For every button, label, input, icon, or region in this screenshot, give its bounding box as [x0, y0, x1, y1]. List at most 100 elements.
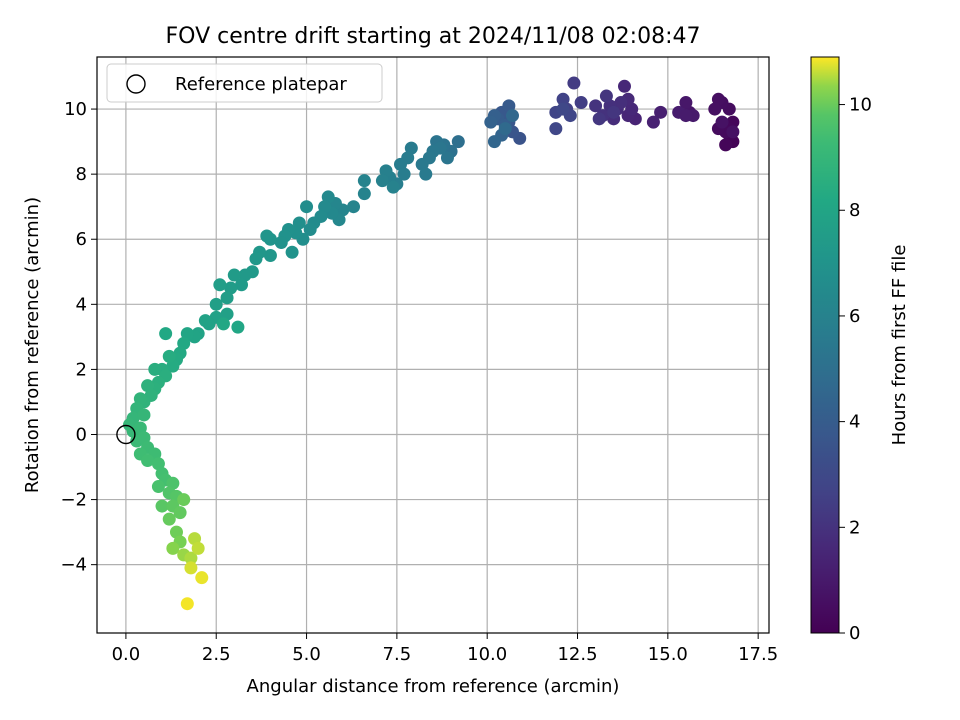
scatter-point — [379, 164, 393, 178]
scatter-point — [549, 122, 563, 136]
scatter-point — [188, 532, 202, 546]
scatter-point — [180, 597, 194, 611]
colorbar-tick-label: 4 — [849, 412, 860, 433]
scatter-point — [726, 125, 740, 139]
y-tick-label: 4 — [76, 294, 87, 315]
x-tick-label: 7.5 — [383, 644, 412, 665]
scatter-point — [285, 245, 299, 259]
y-axis-label: Rotation from reference (arcmin) — [22, 197, 43, 493]
legend-entry-reference-platepar: Reference platepar — [175, 74, 347, 95]
scatter-point — [567, 76, 581, 90]
scatter-point — [502, 99, 516, 113]
scatter-point — [137, 431, 151, 445]
x-axis-ticks: 0.0 2.5 5.0 7.5 10.0 12.5 15.0 17.5 — [112, 633, 778, 665]
scatter-point — [321, 190, 335, 204]
scatter-point — [220, 307, 234, 321]
scatter-point — [235, 278, 249, 292]
scatter-point — [159, 327, 173, 341]
scatter-point — [415, 157, 429, 171]
scatter-point — [357, 174, 371, 188]
scatter-point — [679, 96, 693, 110]
scatter-point — [184, 551, 198, 565]
colorbar-tick-label: 6 — [849, 306, 860, 327]
scatter-point — [386, 180, 400, 194]
scatter-point — [177, 336, 191, 350]
scatter-point — [166, 359, 180, 373]
legend: Reference platepar — [106, 63, 383, 103]
scatter-point — [191, 541, 205, 555]
y-tick-label: 0 — [76, 424, 87, 445]
scatter-point — [137, 408, 151, 422]
scatter-point — [151, 480, 165, 494]
scatter-point — [419, 167, 433, 181]
x-tick-label: 2.5 — [202, 644, 231, 665]
scatter-point — [180, 327, 194, 341]
scatter-point — [556, 102, 570, 116]
scatter-point — [498, 122, 512, 136]
scatter-point — [141, 379, 155, 393]
x-tick-label: 0.0 — [112, 644, 141, 665]
x-tick-label: 12.5 — [557, 644, 597, 665]
y-tick-label: 10 — [64, 99, 87, 120]
scatter-point — [318, 200, 332, 214]
scatter-point — [133, 392, 147, 406]
scatter-point — [404, 141, 418, 155]
scatter-point — [173, 506, 187, 520]
scatter-point — [347, 200, 361, 214]
scatter-point — [451, 135, 465, 149]
scatter-point — [166, 476, 180, 490]
scatter-point — [556, 92, 570, 106]
legend-marker-reference — [126, 74, 146, 94]
plot-grid — [97, 57, 769, 633]
y-tick-label: 2 — [76, 359, 87, 380]
scatter-point — [209, 297, 223, 311]
scatter-point — [484, 115, 498, 129]
scatter-point — [708, 102, 722, 116]
x-tick-label: 10.0 — [467, 644, 507, 665]
plot-area-frame — [96, 56, 770, 634]
colorbar-ticks: 0 2 4 6 8 10 — [839, 95, 872, 644]
scatter-point — [719, 138, 733, 152]
scatter-point — [607, 105, 621, 119]
scatter-point — [141, 454, 155, 468]
scatter-point — [614, 96, 628, 110]
scatter-point — [646, 115, 660, 129]
scatter-point — [397, 167, 411, 181]
scatter-point — [213, 278, 227, 292]
scatter-point — [198, 314, 212, 328]
chart-title: FOV centre drift starting at 2024/11/08 … — [166, 24, 701, 49]
colorbar-label: Hours from first FF file — [889, 245, 910, 446]
scatter-point — [162, 349, 176, 363]
scatter-point — [574, 96, 588, 110]
scatter-point — [505, 109, 519, 123]
scatter-point — [220, 291, 234, 305]
colorbar-tick-label: 0 — [849, 623, 860, 644]
scatter-point — [711, 92, 725, 106]
x-tick-label: 15.0 — [648, 644, 688, 665]
scatter-point — [133, 421, 147, 435]
colorbar-tick-label: 2 — [849, 517, 860, 538]
scatter-point — [238, 268, 252, 282]
scatter-point — [375, 174, 389, 188]
scatter-point — [216, 317, 230, 331]
scatter-point — [148, 362, 162, 376]
colorbar — [810, 56, 840, 634]
scatter-point — [184, 561, 198, 575]
scatter-point — [274, 235, 288, 249]
x-axis-label: Angular distance from reference (arcmin) — [247, 676, 620, 697]
scatter-point — [440, 151, 454, 165]
scatter-point — [162, 512, 176, 526]
x-tick-label: 17.5 — [738, 644, 778, 665]
colorbar-tick-label: 10 — [849, 95, 872, 116]
scatter-point — [195, 571, 209, 585]
scatter-point — [292, 216, 306, 230]
scatter-point — [617, 79, 631, 93]
scatter-point — [357, 187, 371, 201]
scatter-point — [599, 89, 613, 103]
plot-points — [116, 76, 740, 611]
y-axis-ticks: −4 −2 0 2 4 6 8 10 — [60, 99, 97, 576]
scatter-point — [169, 525, 183, 539]
scatter-point — [715, 115, 729, 129]
scatter-point — [231, 320, 245, 334]
